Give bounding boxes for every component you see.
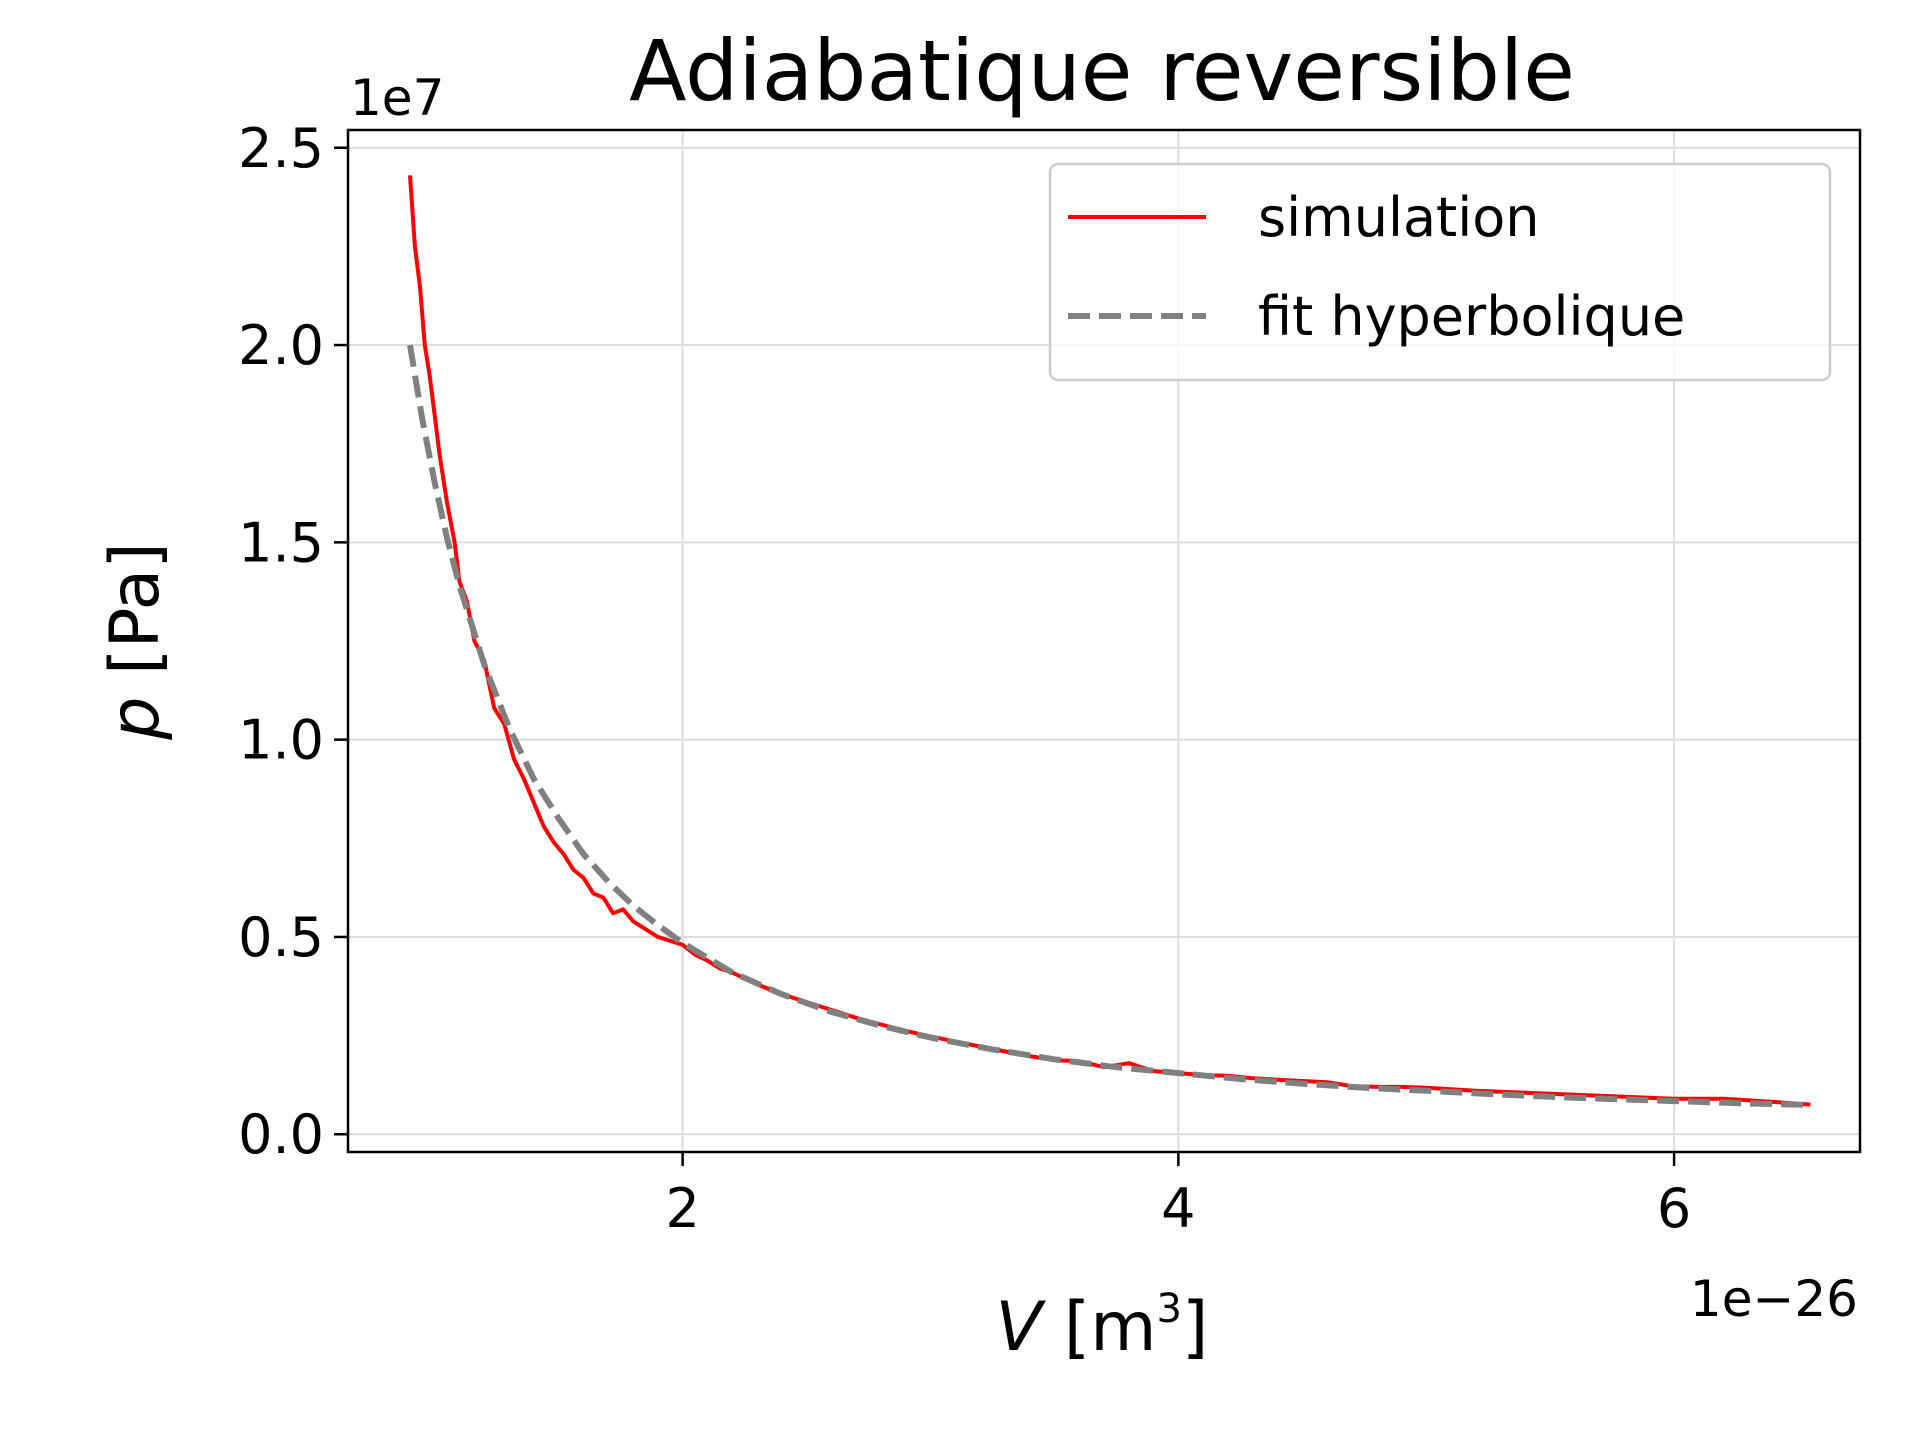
y-tick-label-1.5: 1.5 <box>238 511 324 574</box>
y-tick-label-0.5: 0.5 <box>238 906 324 969</box>
y-tick-label-2.0: 2.0 <box>238 314 324 377</box>
x-axis-unit-close: ] <box>1182 1288 1209 1367</box>
plot-frame <box>346 128 1862 1154</box>
y-tick-label-1.0: 1.0 <box>238 709 324 772</box>
y-tick-label-0.0: 0.0 <box>238 1103 324 1166</box>
legend-label-fit-hyperbolique: fit hyperbolique <box>1258 285 1685 348</box>
series-layer <box>407 175 1811 1108</box>
x-axis-label: V [m3] <box>996 1286 1209 1367</box>
series-line-fit-hyperbolique <box>407 344 1811 1108</box>
x-offset-label: 1e−26 <box>1690 1270 1858 1328</box>
chart-title: Adiabatique reversible <box>629 22 1575 120</box>
x-tick-label-2: 2 <box>665 1177 699 1240</box>
x-tick-label-6: 6 <box>1657 1177 1691 1240</box>
x-axis-unit-sup: 3 <box>1156 1286 1181 1332</box>
x-axis-unit-open: [m <box>1042 1288 1156 1367</box>
legend-label-simulation: simulation <box>1258 186 1540 249</box>
y-axis-symbol: p <box>96 697 175 741</box>
x-tick-label-4: 4 <box>1161 1177 1195 1240</box>
legend: simulation fit hyperbolique <box>1048 162 1832 382</box>
y-tick-label-2.5: 2.5 <box>238 117 324 180</box>
axis-ticks: 2 4 6 0.0 0.5 1.0 1.5 2.0 2.5 <box>238 117 1691 1240</box>
legend-box <box>1048 162 1832 382</box>
y-offset-label: 1e7 <box>350 69 444 127</box>
y-axis-unit: [Pa] <box>96 542 175 696</box>
y-axis-label: p [Pa] <box>96 542 175 740</box>
x-axis-symbol: V <box>996 1288 1047 1367</box>
